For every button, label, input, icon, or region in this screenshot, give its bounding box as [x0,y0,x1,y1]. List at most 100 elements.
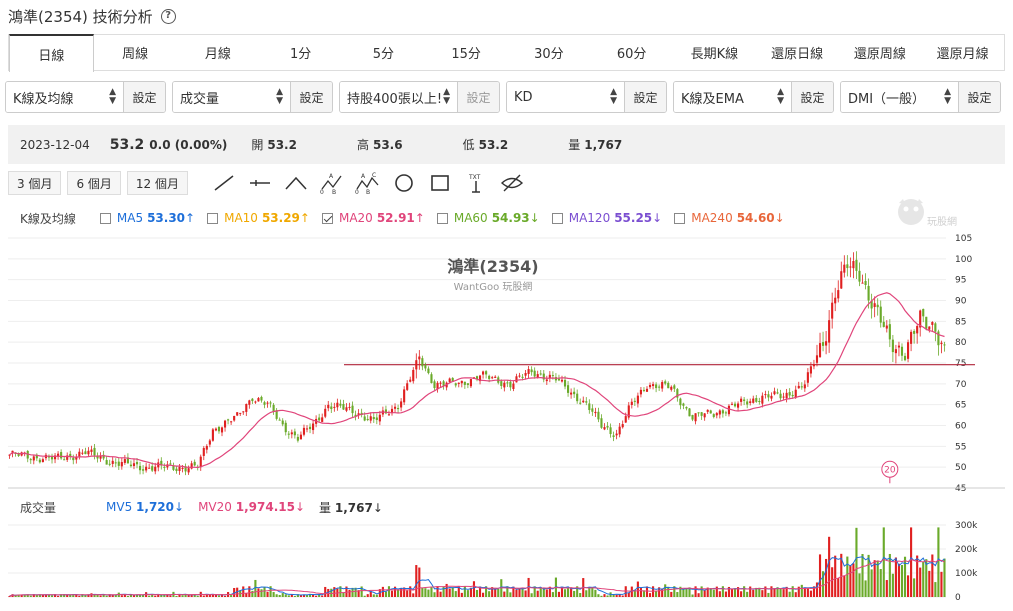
tab-8[interactable]: 長期K線 [690,47,739,62]
candle-body [442,381,445,386]
volume-bar [560,586,564,597]
indicator-select-2[interactable]: 持股400張以上! ▲ ▼ [340,82,458,112]
candle-body [861,282,864,284]
candle-body [636,395,639,404]
tab-2[interactable]: 月線 [204,47,231,62]
volume-bar [151,594,154,597]
settings-button-1[interactable]: 設定 [291,82,332,112]
indicator-select-1[interactable]: 成交量 ▲ ▼ [173,82,291,112]
ma-legend-item-ma20[interactable]: MA20 52.91 ↑ [321,211,425,225]
candle [900,343,904,362]
volume-bar [108,594,111,597]
abc-pattern-icon[interactable]: 0 A B [314,171,350,195]
candle [749,398,752,406]
volume-chart[interactable]: 0 100k 200k 300k [0,517,1013,611]
candle [242,411,245,415]
help-icon[interactable]: ? [160,8,176,24]
volume-bar [791,586,794,597]
abcd-pattern-icon[interactable]: 0 A B C [350,171,386,195]
price-chart[interactable]: 4550556065707580859095100105鴻準(2354)Want… [0,230,1013,492]
checkbox[interactable] [674,212,686,224]
indicator-select-3[interactable]: KD ▲ ▼ [507,82,625,112]
text-icon[interactable]: TXT [458,171,494,195]
candle-body [715,413,718,416]
candle-body [922,308,925,317]
range-3m-button[interactable]: 3 個月 [8,171,62,195]
ma-legend-item-ma120[interactable]: MA120 55.25 ↓ [551,211,662,225]
candle-body [457,382,460,384]
candle [922,308,925,323]
volume-bar [305,594,309,597]
volume-bar [576,586,579,597]
candle-body [72,457,75,461]
candle [485,370,488,379]
checkbox[interactable] [207,212,219,224]
candle [397,404,400,414]
horizontal-line-icon[interactable] [242,171,278,195]
ma-arrow: ↓ [774,211,785,225]
tab-4[interactable]: 5分 [372,47,395,62]
candle-body [615,433,618,436]
tab-5[interactable]: 15分 [451,47,481,62]
tab-6[interactable]: 30分 [534,47,564,62]
volume-bar [676,592,679,597]
candle-body [372,417,375,420]
ma-legend-item-ma10[interactable]: MA10 53.29 ↑ [207,211,310,225]
volume-bar [752,589,755,597]
candle-body [393,406,397,409]
volume-legend: 成交量 MV5 1,720↓ MV20 1,974.15↓ 量 1,767↓ [20,499,397,515]
volume-bar [69,594,72,597]
candle-body [208,440,211,445]
candle [35,453,38,462]
tab-3[interactable]: 1分 [289,47,312,62]
candle-body [220,427,224,433]
indicator-select-4[interactable]: K線及EMA ▲ ▼ [674,82,792,112]
indicator-select-0[interactable]: K線及均線 ▲ ▼ [6,82,124,112]
ma-legend-item-ma240[interactable]: MA240 54.60 ↓ [674,211,785,225]
tab-11[interactable]: 還原月線 [936,47,989,62]
hide-icon[interactable] [494,171,530,195]
trend-line-icon[interactable] [206,171,242,195]
candle-body [888,324,891,340]
checkbox[interactable] [551,212,563,224]
tab-1[interactable]: 周線 [122,47,149,62]
checkbox[interactable] [436,212,448,224]
candle [691,414,694,422]
y-tick-label: 50 [955,463,967,473]
high-label: 高 [356,138,369,152]
updown-arrow-icon: ▲ ▼ [777,87,784,106]
mv-arrow: ↓ [174,500,185,514]
tab-10[interactable]: 還原周線 [853,47,906,62]
rectangle-icon[interactable] [422,171,458,195]
candle [770,392,773,402]
candle-body [794,389,797,398]
volume-bar [439,591,442,597]
indicator-select-5[interactable]: DMI（一般） ▲ ▼ [841,82,959,112]
tab-7[interactable]: 60分 [616,47,647,62]
candle [287,431,290,439]
tab-0[interactable]: 日線 [9,34,94,72]
volume-bar [87,594,90,597]
settings-button-0[interactable]: 設定 [124,82,165,112]
settings-button-3[interactable]: 設定 [625,82,666,112]
checkbox[interactable] [99,212,111,224]
candle [934,322,937,342]
candle-body [606,425,609,428]
settings-button-5[interactable]: 設定 [959,82,1000,112]
candle-body [621,424,624,428]
range-6m-button[interactable]: 6 個月 [67,171,121,195]
checkbox[interactable] [321,212,333,224]
candle [32,455,35,465]
candle [47,454,51,461]
tab-9[interactable]: 還原日線 [771,47,824,62]
volume-bar [931,554,934,597]
ma-legend-item-ma60[interactable]: MA60 54.93 ↓ [436,211,540,225]
angle-line-icon[interactable] [278,171,314,195]
circle-icon[interactable] [386,171,422,195]
ma-legend-item-ma5[interactable]: MA5 53.30 ↑ [99,211,195,225]
candle [220,426,224,437]
settings-button-4[interactable]: 設定 [792,82,833,112]
candle [940,340,943,354]
range-12m-button[interactable]: 12 個月 [126,171,188,195]
ma-legend: K線及均線 MA5 53.30 ↑ MA10 53.29 ↑ MA20 52.91 ↑ MA60 5… [20,210,797,226]
